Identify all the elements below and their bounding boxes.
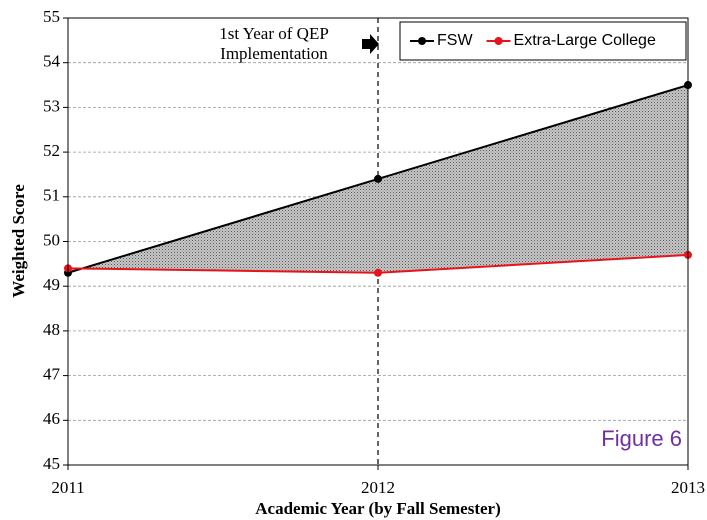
plot-frame	[67, 17, 689, 466]
y-tick-label: 54	[43, 52, 61, 71]
y-axis-title: Weighted Score	[9, 184, 28, 298]
x-tick-label: 2012	[361, 478, 395, 497]
x-tick-label: 2011	[51, 478, 84, 497]
data-point	[374, 174, 382, 183]
legend-label: FSW	[437, 32, 473, 49]
data-point	[374, 268, 382, 277]
annotation-line: 1st Year of QEP	[219, 24, 329, 43]
legend-marker	[418, 37, 426, 45]
y-tick-label: 49	[43, 275, 60, 294]
legend-box	[399, 21, 687, 61]
y-tick-label: 53	[43, 96, 60, 115]
annotation-arrow	[362, 34, 379, 54]
annotation-line: Implementation	[220, 44, 328, 63]
legend-marker	[494, 37, 503, 45]
x-tick-label: 2013	[671, 478, 705, 497]
legend-label: Extra-Large College	[514, 32, 656, 49]
y-tick-label: 46	[43, 409, 60, 428]
y-tick-label: 45	[43, 454, 60, 473]
x-axis-title: Academic Year (by Fall Semester)	[255, 499, 500, 518]
y-tick-label: 50	[43, 230, 60, 249]
y-tick-label: 55	[43, 7, 60, 26]
figure-label: Figure 6	[601, 426, 682, 451]
y-tick-label: 48	[43, 320, 60, 339]
y-tick-label: 52	[43, 141, 60, 160]
y-tick-label: 51	[43, 186, 60, 205]
y-tick-label: 47	[43, 365, 61, 384]
